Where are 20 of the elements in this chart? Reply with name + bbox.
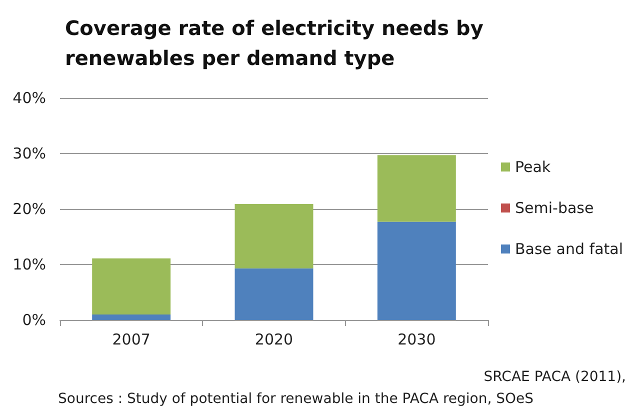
legend-label: Peak xyxy=(515,158,551,176)
bar xyxy=(234,268,314,320)
text: SRCAE PACA (2011), xyxy=(484,369,626,385)
bar xyxy=(92,314,171,320)
chart-title: Coverage rate of electricity needs by renewables per demand type xyxy=(65,16,484,70)
x-tick-label: 2020 xyxy=(254,330,294,348)
source-note: Sources : Study of potential for renewable in the PACA region, SOeS xyxy=(58,391,534,407)
legend-label: Base and fatal xyxy=(515,240,624,258)
legend-label: Semi-base xyxy=(515,199,594,217)
bar xyxy=(234,204,314,268)
y-tick-label: 20% xyxy=(12,200,46,218)
x-tick-label: 2030 xyxy=(398,330,436,348)
bar xyxy=(377,155,456,222)
y-tick-label: 0% xyxy=(22,311,46,329)
y-tick-label: 30% xyxy=(12,144,46,162)
x-tick-label: 2007 xyxy=(112,330,150,348)
y-tick-label: 10% xyxy=(12,256,46,274)
bar xyxy=(377,222,456,320)
bar xyxy=(92,258,171,314)
y-tick-label: 40% xyxy=(12,89,46,107)
